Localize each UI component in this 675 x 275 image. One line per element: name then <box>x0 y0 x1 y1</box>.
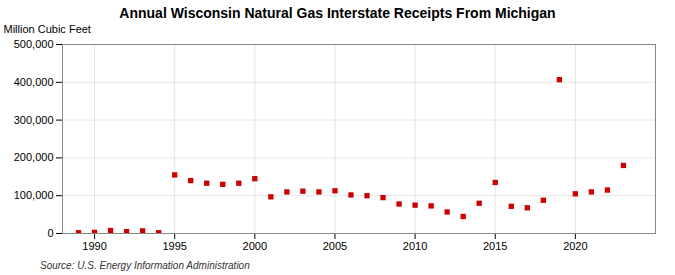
svg-text:300,000: 300,000 <box>14 114 54 126</box>
svg-text:200,000: 200,000 <box>14 151 54 163</box>
html-text:Annual Wisconsin Natural Gas I: Annual Wisconsin Natural Gas Interstate … <box>119 5 556 21</box>
svg-text:2020: 2020 <box>563 240 587 252</box>
svg-text:2005: 2005 <box>323 240 347 252</box>
html-text:Source: U.S. Energy Informatio: Source: U.S. Energy Information Administ… <box>40 260 250 271</box>
svg-text:0: 0 <box>47 227 53 239</box>
svg-text:1995: 1995 <box>162 240 186 252</box>
svg-text:100,000: 100,000 <box>14 189 54 201</box>
svg-text:2010: 2010 <box>403 240 427 252</box>
svg-text:400,000: 400,000 <box>14 76 54 88</box>
svg-text:500,000: 500,000 <box>14 38 54 50</box>
svg-text:1990: 1990 <box>82 240 106 252</box>
svg-text:2000: 2000 <box>243 240 267 252</box>
svg-text:2015: 2015 <box>483 240 507 252</box>
svg-text:Million Cubic Feet: Million Cubic Feet <box>4 23 91 35</box>
